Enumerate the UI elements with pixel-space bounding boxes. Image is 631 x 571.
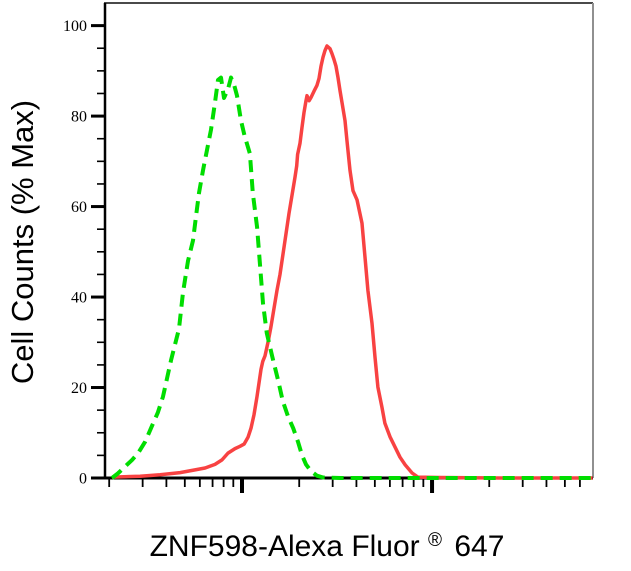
y-tick-label: 20 <box>71 380 87 397</box>
x-axis-title-tail: 647 <box>454 530 504 563</box>
x-axis-title-main: ZNF598-Alexa Fluor <box>150 530 420 563</box>
x-axis-title: ZNF598-Alexa Fluor ® 647 <box>150 520 505 563</box>
y-tick-label: 40 <box>71 290 87 307</box>
registered-trademark-symbol: ® <box>428 530 442 551</box>
y-tick-label: 0 <box>79 471 87 488</box>
green-dashed-curve <box>110 75 593 480</box>
y-tick-label: 100 <box>63 18 87 35</box>
y-axis-title: Cell Counts (% Max) <box>5 100 40 384</box>
y-tick-label: 80 <box>71 109 87 126</box>
y-tick-label: 60 <box>71 199 87 216</box>
plot-area: 0 20 40 60 80 100 <box>63 2 594 493</box>
red-solid-curve <box>111 44 593 480</box>
